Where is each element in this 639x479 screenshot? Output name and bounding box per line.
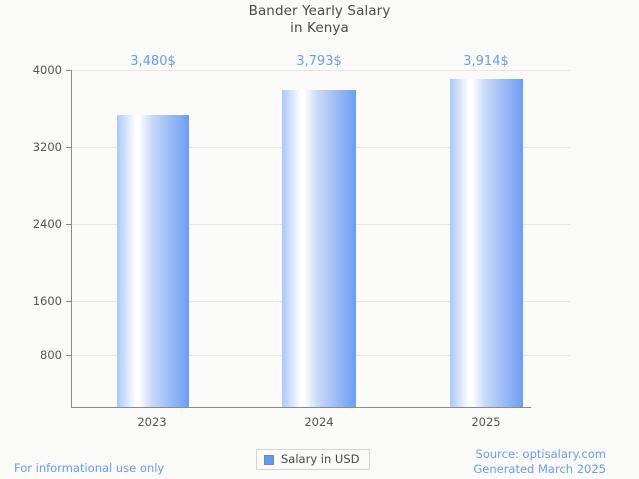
legend-item-label: Salary in USD [281,452,360,466]
value-label-2023: 3,480$ [130,54,176,69]
plot-area [72,70,570,407]
y-tick-mark-800 [66,355,72,356]
footer-source: Source: optisalary.com [475,447,606,461]
y-tick-mark-2400 [66,224,72,225]
y-tick-mark-3200 [66,147,72,148]
x-tick-label-2023: 2023 [137,415,167,429]
chart-title-line1: Bander Yearly Salary [248,3,391,19]
bar-2023[interactable] [117,115,189,407]
gridline-4000 [72,70,570,71]
y-tick-label-2400: 2400 [32,217,62,231]
y-axis-line [71,70,72,408]
bar-2024[interactable] [282,90,356,407]
footer-source-block: Source: optisalary.com Generated March 2… [473,447,606,477]
x-tick-label-2024: 2024 [304,415,334,429]
legend-swatch-icon [264,454,274,465]
footer-generated: Generated March 2025 [473,462,606,476]
y-tick-mark-1600 [66,301,72,302]
y-tick-label-3200: 3200 [32,140,62,154]
chart-title-line2: in Kenya [290,20,349,36]
footer-disclaimer: For informational use only [14,461,165,475]
chart-legend[interactable]: Salary in USD [256,449,370,470]
y-tick-label-4000: 4000 [32,63,62,77]
y-tick-mark-4000 [66,70,72,71]
y-tick-label-800: 800 [40,348,62,362]
value-label-2024: 3,793$ [296,54,342,69]
x-axis-line [71,407,531,408]
chart-title: Bander Yearly Salary in Kenya [0,3,639,37]
bar-2025[interactable] [450,79,523,407]
value-label-2025: 3,914$ [463,54,509,69]
x-tick-label-2025: 2025 [471,415,501,429]
y-tick-label-1600: 1600 [32,294,62,308]
